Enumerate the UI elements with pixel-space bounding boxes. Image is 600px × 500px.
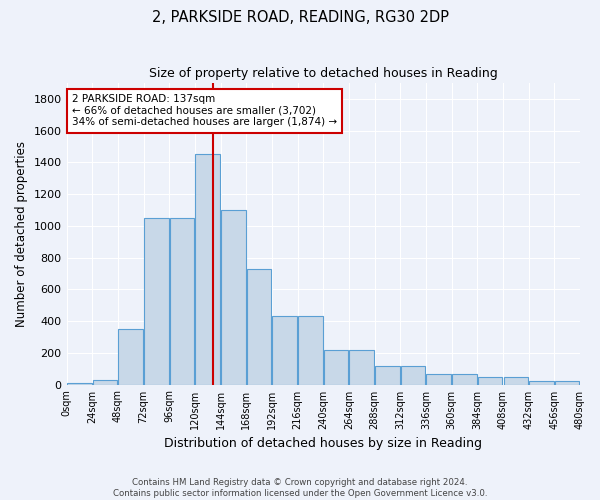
Title: Size of property relative to detached houses in Reading: Size of property relative to detached ho… bbox=[149, 68, 497, 80]
Text: 2 PARKSIDE ROAD: 137sqm
← 66% of detached houses are smaller (3,702)
34% of semi: 2 PARKSIDE ROAD: 137sqm ← 66% of detache… bbox=[72, 94, 337, 128]
Bar bbox=[401, 366, 425, 384]
Bar bbox=[67, 383, 92, 384]
Bar bbox=[118, 329, 143, 384]
Bar bbox=[221, 210, 246, 384]
Bar bbox=[452, 374, 477, 384]
Bar bbox=[272, 316, 297, 384]
Bar bbox=[349, 350, 374, 384]
Bar bbox=[324, 350, 349, 384]
Y-axis label: Number of detached properties: Number of detached properties bbox=[15, 141, 28, 327]
Bar bbox=[503, 376, 528, 384]
Bar bbox=[478, 376, 502, 384]
Bar bbox=[529, 380, 554, 384]
Bar bbox=[170, 218, 194, 384]
Bar bbox=[93, 380, 118, 384]
Bar bbox=[247, 268, 271, 384]
Bar bbox=[298, 316, 323, 384]
Bar bbox=[196, 154, 220, 384]
Bar bbox=[427, 374, 451, 384]
Bar bbox=[375, 366, 400, 384]
Bar bbox=[144, 218, 169, 384]
X-axis label: Distribution of detached houses by size in Reading: Distribution of detached houses by size … bbox=[164, 437, 482, 450]
Bar bbox=[555, 382, 580, 384]
Text: Contains HM Land Registry data © Crown copyright and database right 2024.
Contai: Contains HM Land Registry data © Crown c… bbox=[113, 478, 487, 498]
Text: 2, PARKSIDE ROAD, READING, RG30 2DP: 2, PARKSIDE ROAD, READING, RG30 2DP bbox=[151, 10, 449, 25]
